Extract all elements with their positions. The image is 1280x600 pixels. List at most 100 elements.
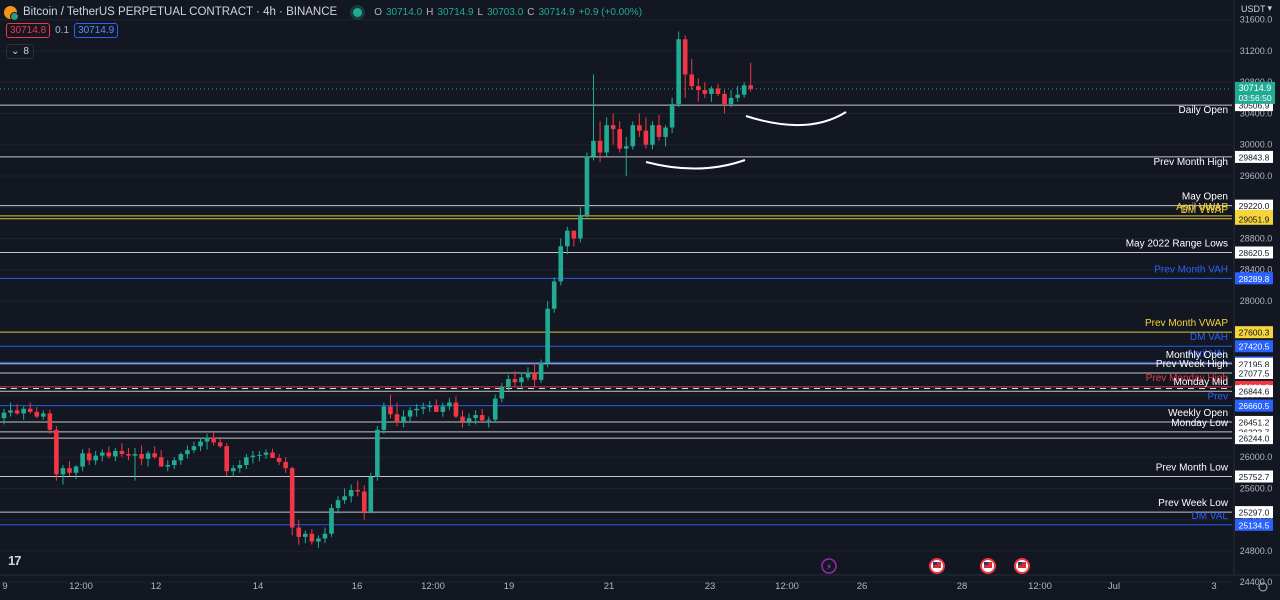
candle-body — [342, 496, 347, 501]
candle-body — [368, 476, 374, 512]
candle-body — [244, 457, 249, 466]
candle-body — [316, 538, 321, 542]
level-badge-label: 28289.8 — [1239, 274, 1270, 284]
level-badge-label: 26660.5 — [1239, 401, 1270, 411]
candle-body — [270, 452, 275, 458]
candle-body — [591, 140, 596, 157]
level-badge — [1235, 506, 1273, 519]
candle-body — [355, 490, 360, 492]
candle-body — [1, 412, 7, 419]
level-badge-label: 29051.9 — [1239, 214, 1270, 224]
candle-body — [440, 406, 446, 412]
x-tick-label: 9 — [2, 581, 7, 592]
candle-body — [375, 429, 380, 477]
candle-body — [584, 156, 590, 216]
candle-body — [73, 466, 79, 473]
candle-body — [14, 410, 20, 414]
level-badge — [1235, 340, 1273, 353]
drawn-curve — [745, 111, 847, 127]
y-tick-label: 24400.0 — [1240, 577, 1273, 587]
y-tick-label: 28400.0 — [1240, 265, 1273, 275]
level-label: Prev Month Low — [1156, 463, 1229, 474]
y-tick-label: 31600.0 — [1240, 15, 1273, 25]
tradingview-logo-icon[interactable]: 17 — [8, 553, 22, 568]
candle-body — [630, 125, 636, 147]
lightning-glyph: ⚡ — [826, 563, 832, 572]
candle-body — [532, 372, 537, 380]
candle-body — [722, 93, 727, 105]
candle-body — [571, 230, 577, 239]
level-badge-label: 27600.3 — [1239, 328, 1270, 338]
x-tick-label: 12:00 — [775, 581, 799, 592]
level-badge — [1235, 326, 1273, 339]
candle-body — [538, 363, 544, 380]
y-tick-label: 29600.0 — [1240, 171, 1273, 181]
candle-body — [735, 94, 740, 98]
candle-body — [145, 453, 151, 459]
buy-button[interactable]: 30714.9 — [74, 23, 119, 38]
x-tick-label: 23 — [705, 581, 716, 592]
candle-body — [67, 468, 72, 473]
candle-body — [289, 468, 295, 528]
trade-buttons: 30714.8 0.1 30714.9 — [6, 23, 119, 38]
level-badge — [1235, 246, 1273, 259]
flag-canton — [933, 562, 937, 565]
candle-body — [492, 398, 498, 420]
candle-body — [741, 85, 747, 95]
candle-body — [211, 437, 216, 443]
level-badge — [1235, 518, 1273, 531]
x-tick-label: 19 — [504, 581, 515, 592]
candle-body — [224, 446, 229, 472]
currency-label: USDT — [1240, 3, 1266, 14]
candle-body — [525, 372, 531, 378]
symbol-title[interactable]: Bitcoin / TetherUS PERPETUAL CONTRACT · … — [23, 6, 338, 18]
candle-body — [623, 146, 629, 149]
x-tick-label: 26 — [857, 581, 868, 592]
level-badge — [1235, 150, 1273, 163]
level-badge-label: 25134.5 — [1239, 520, 1270, 530]
candle-body — [394, 414, 400, 423]
candle-body — [473, 415, 478, 419]
close-value: 30714.9 — [538, 6, 575, 18]
level-label: Monthly Open — [1166, 350, 1228, 361]
candle-body — [283, 461, 288, 469]
candle-body — [643, 130, 649, 145]
level-badge-label: 26451.2 — [1239, 417, 1270, 427]
candle-body — [132, 454, 138, 456]
candle-body — [460, 416, 465, 422]
candle-body — [728, 97, 734, 105]
x-tick-label: 3 — [1211, 581, 1216, 592]
level-label: Weekly Open — [1168, 408, 1228, 419]
level-label: Prev Month VWAP — [1145, 318, 1228, 329]
low-value: 30703.0 — [487, 6, 524, 18]
candle-body — [715, 88, 721, 94]
event-icons: ⚡ — [821, 558, 1030, 574]
level-badge — [1235, 212, 1273, 225]
candle-body — [263, 452, 269, 455]
candle-body — [204, 437, 210, 442]
level-badge — [1235, 432, 1273, 445]
sell-button[interactable]: 30714.8 — [6, 23, 51, 38]
settings-icon — [1258, 582, 1268, 592]
candle-body — [27, 408, 33, 412]
x-tick-label: 12:00 — [421, 581, 445, 592]
candle-body — [257, 454, 262, 456]
level-label: DM VWAP — [1181, 205, 1229, 216]
x-tick-label: 16 — [352, 581, 363, 592]
indicators-toggle[interactable]: ⌄ 8 — [6, 44, 34, 59]
candle-body — [551, 281, 557, 309]
candle-body — [230, 468, 236, 472]
x-tick-label: 12 — [151, 581, 162, 592]
candle-body — [506, 379, 511, 387]
candle-body — [119, 450, 125, 455]
level-badge — [1235, 199, 1273, 212]
candle-body — [617, 129, 622, 149]
candle-body — [748, 85, 753, 89]
candle-body — [335, 500, 341, 508]
candle-body — [198, 441, 203, 447]
currency-selector[interactable]: USDT ▾ — [1241, 3, 1272, 14]
level-badge — [1235, 367, 1273, 380]
candle-body — [217, 442, 223, 447]
